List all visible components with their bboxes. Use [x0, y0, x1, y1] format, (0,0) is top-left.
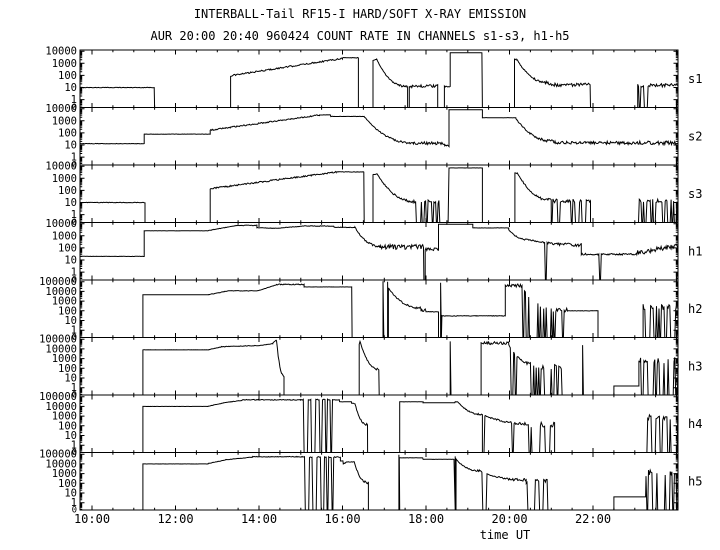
xtick-label: 16:00	[324, 512, 360, 526]
ytick-label: 100000	[39, 334, 77, 346]
ytick-label: 100	[58, 70, 77, 82]
channel-label-h1: h1	[688, 244, 702, 258]
trace-h3	[79, 339, 679, 396]
xtick-label: 14:00	[241, 512, 277, 526]
x-axis-label: time UT	[480, 528, 531, 542]
ytick-label: 10	[64, 82, 77, 94]
ytick-zero-label: 0	[72, 276, 77, 286]
trace-s1	[79, 52, 679, 108]
ytick-label: 10000	[45, 103, 77, 115]
ytick-label: 1	[71, 325, 77, 337]
axis-ticks-s3	[80, 165, 678, 223]
ytick-label: 100	[58, 478, 77, 490]
ytick-zero-label: 0	[72, 448, 77, 458]
xtick-label: 10:00	[74, 512, 110, 526]
xtick-label: 20:00	[491, 512, 527, 526]
ytick-label: 1000	[52, 173, 77, 185]
channel-label-h2: h2	[688, 302, 702, 316]
ytick-zero-label: 0	[72, 103, 77, 113]
trace-h1	[79, 223, 679, 281]
ytick-label: 100	[58, 127, 77, 139]
ytick-label: 100	[58, 420, 77, 432]
ytick-zero-label: 0	[72, 391, 77, 401]
channel-label-h5: h5	[688, 474, 702, 488]
ytick-label: 10000	[45, 343, 77, 355]
ytick-label: 1000	[52, 115, 77, 127]
ytick-zero-label: 0	[72, 218, 77, 228]
ytick-label: 1000	[52, 468, 77, 480]
ytick-label: 1	[71, 209, 77, 221]
ytick-label: 100	[58, 305, 77, 317]
ytick-label: 1	[71, 382, 77, 394]
channel-label-h4: h4	[688, 417, 702, 431]
ytick-label: 10000	[45, 286, 77, 298]
ytick-label: 10	[64, 373, 77, 385]
ytick-label: 1	[71, 152, 77, 164]
ytick-label: 10	[64, 255, 77, 267]
ytick-label: 10	[64, 430, 77, 442]
ytick-label: 10000	[45, 458, 77, 470]
axis-ticks-s2	[80, 107, 678, 165]
trace-h5	[79, 454, 678, 511]
ytick-label: 1	[71, 497, 77, 509]
channel-label-s1: s1	[688, 72, 702, 86]
channel-label-s3: s3	[688, 187, 702, 201]
ytick-label: 100000	[39, 391, 77, 403]
ytick-label: 1000	[52, 411, 77, 423]
ytick-label: 1000	[52, 230, 77, 242]
axis-ticks-h4	[80, 395, 678, 453]
chart-subtitle: AUR 20:00 20:40 960424 COUNT RATE IN CHA…	[150, 29, 569, 43]
x-axis-tick-labels: 10:00 12:00 14:00 16:00 18:00 20:00 22:00	[74, 512, 611, 526]
ytick-label: 1	[71, 94, 77, 106]
chart-title: INTERBALL-Tail RF15-I HARD/SOFT X-RAY EM…	[194, 7, 526, 21]
trace-h2	[79, 281, 679, 338]
trace-h4	[79, 398, 679, 453]
ytick-label: 10	[64, 315, 77, 327]
ytick-label: 10	[64, 197, 77, 209]
ytick-label: 100000	[39, 276, 77, 288]
ytick-label: 10000	[45, 46, 77, 58]
plot-root: 1000010001001010s11000010001001010s21000…	[39, 46, 702, 526]
axis-ticks-s1	[80, 50, 678, 108]
ytick-zero-label: 0	[72, 161, 77, 171]
axis-ticks-h2	[80, 280, 678, 338]
axis-ticks-h5	[80, 452, 678, 510]
trace-s3	[79, 167, 679, 223]
ytick-zero-label: 0	[72, 333, 77, 343]
ytick-label: 100	[58, 363, 77, 375]
xtick-label: 18:00	[408, 512, 444, 526]
xtick-label: 22:00	[575, 512, 611, 526]
ytick-label: 10	[64, 488, 77, 500]
ytick-label: 1000	[52, 58, 77, 70]
channel-label-s2: s2	[688, 129, 702, 143]
xtick-label: 12:00	[157, 512, 193, 526]
ytick-label: 10000	[45, 218, 77, 230]
ytick-label: 1000	[52, 296, 77, 308]
ytick-label: 100	[58, 242, 77, 254]
ytick-label: 10000	[45, 161, 77, 173]
ytick-label: 10	[64, 140, 77, 152]
ytick-zero-label: 0	[72, 506, 77, 516]
ytick-label: 100	[58, 185, 77, 197]
ytick-label: 1	[71, 267, 77, 279]
ytick-label: 1	[71, 440, 77, 452]
trace-s2	[79, 109, 679, 148]
ytick-label: 100000	[39, 449, 77, 461]
channel-label-h3: h3	[688, 359, 702, 373]
ytick-label: 10000	[45, 401, 77, 413]
axis-ticks-h1	[80, 222, 678, 280]
ytick-label: 1000	[52, 353, 77, 365]
